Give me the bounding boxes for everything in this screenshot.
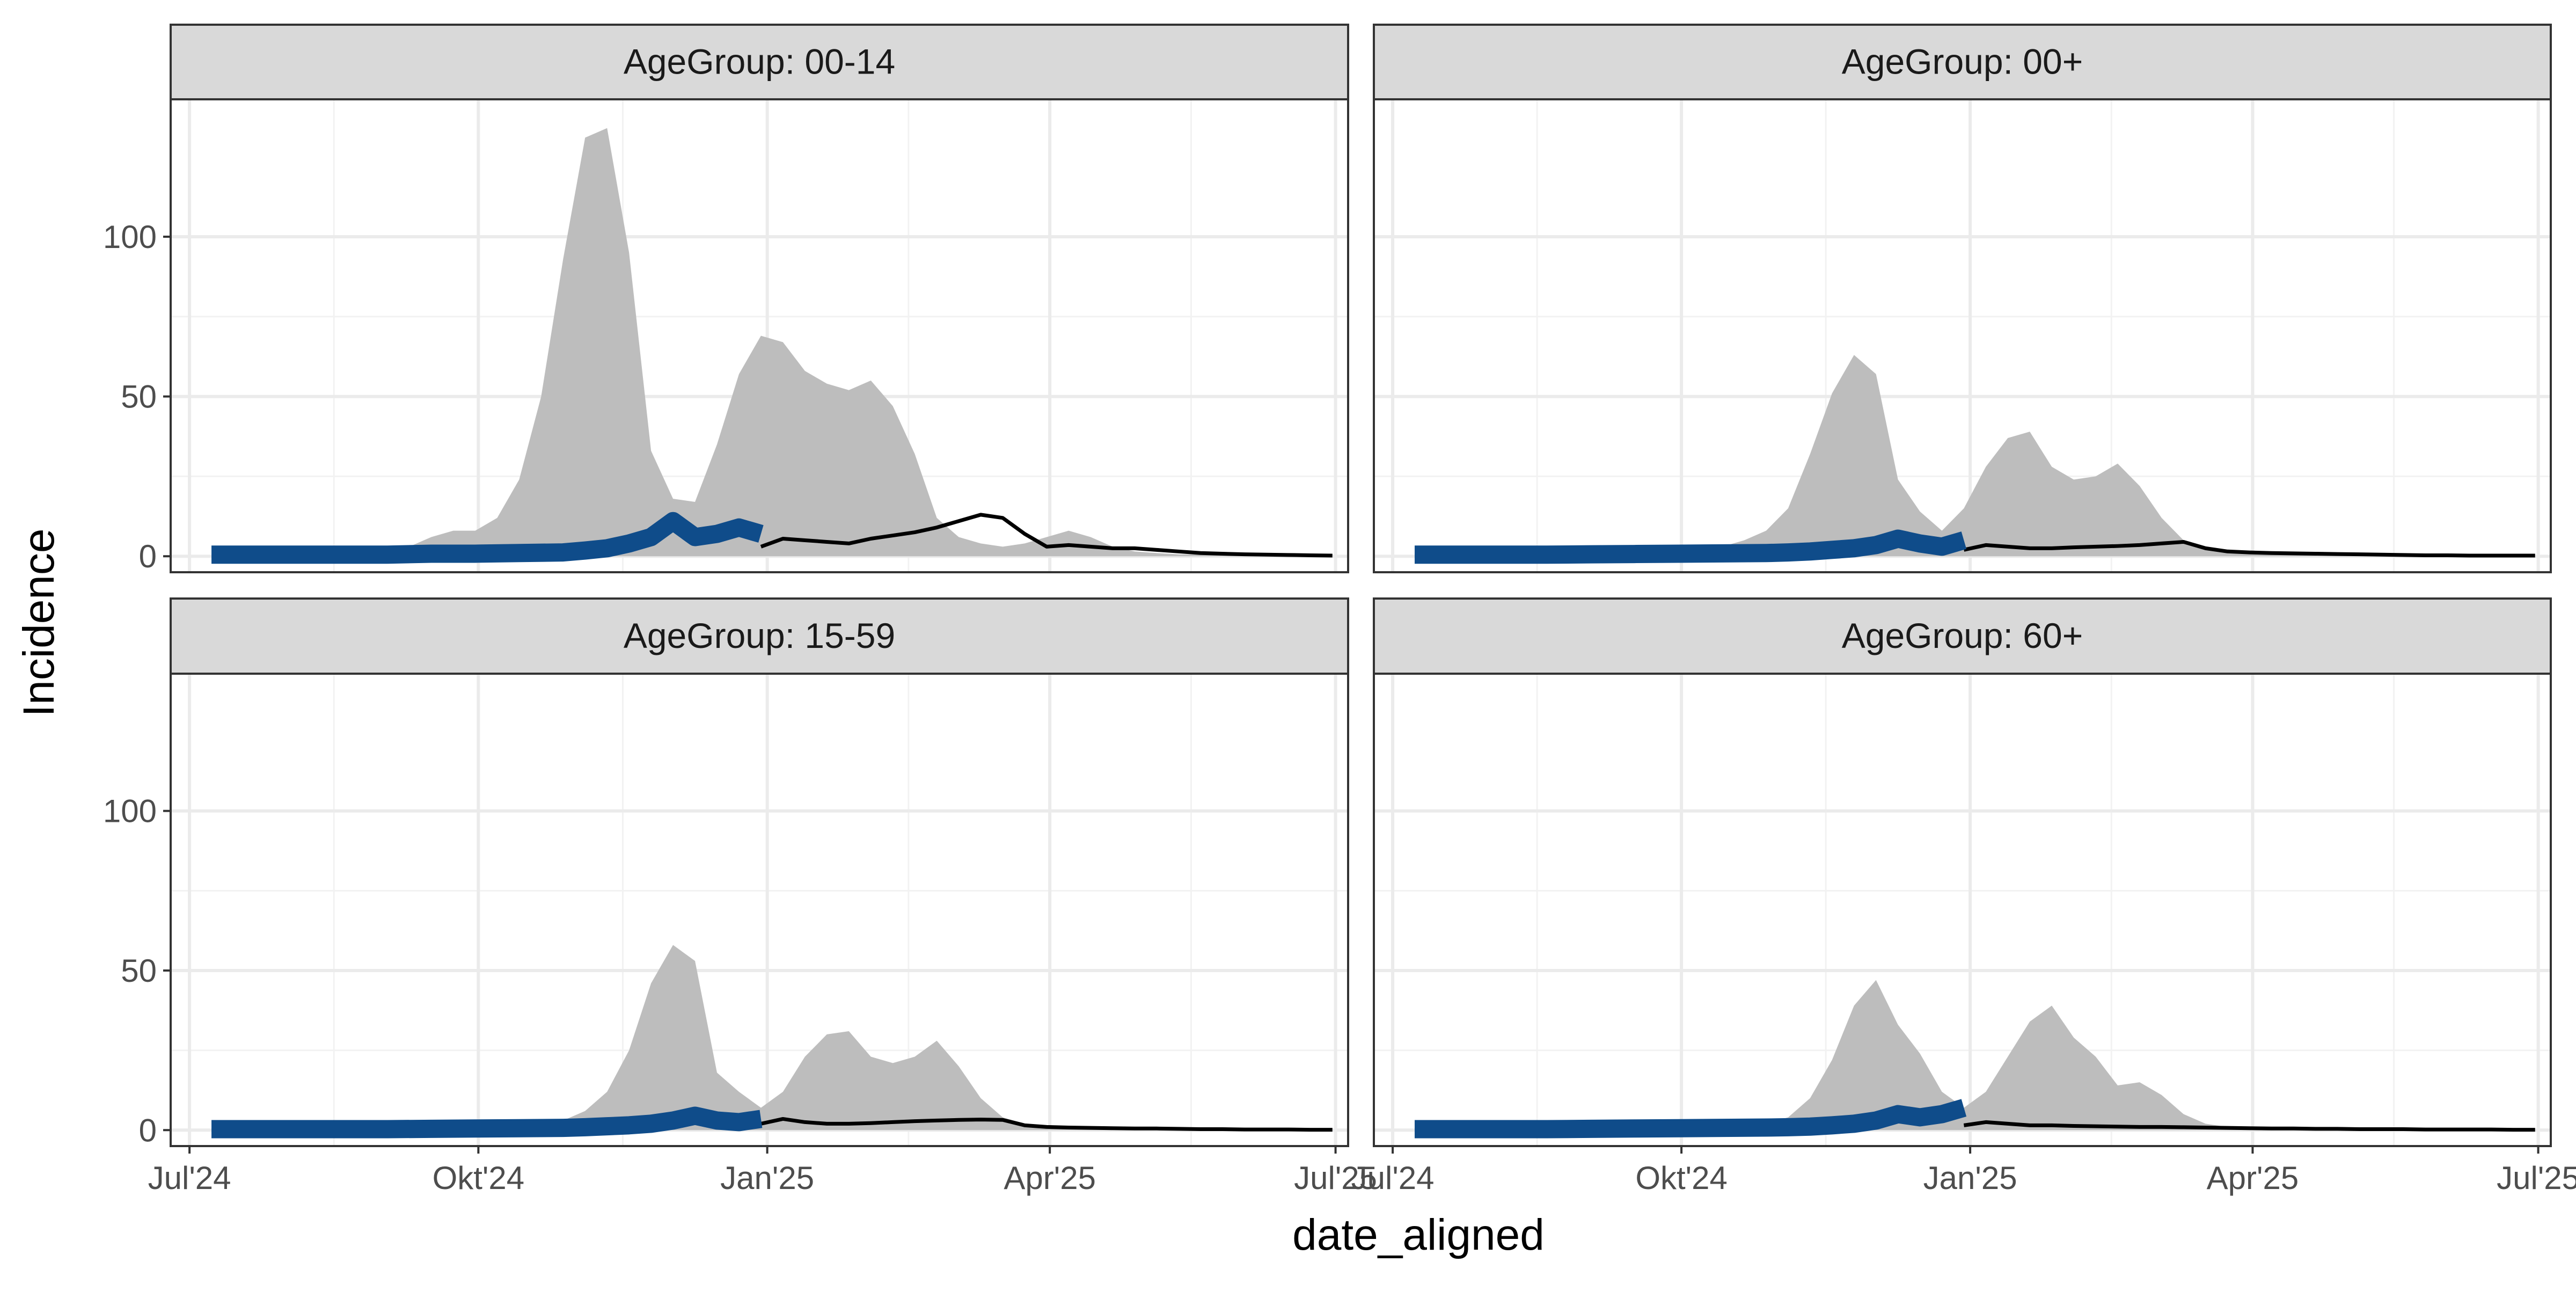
panel-strip xyxy=(170,597,1349,675)
panel-strip-label: AgeGroup: 00+ xyxy=(1842,42,2083,82)
x-tick-label: Jul'24 xyxy=(1351,1160,1435,1196)
x-tick-label: Jul'24 xyxy=(148,1160,231,1196)
median-line xyxy=(760,513,1333,558)
panel-border xyxy=(170,673,1349,1147)
observed-line xyxy=(1415,529,1967,564)
panel-strip-label: AgeGroup: 15-59 xyxy=(624,616,895,655)
x-tick-label: Apr'25 xyxy=(2207,1160,2299,1196)
y-tick-label: 50 xyxy=(121,379,157,415)
y-tick-label: 0 xyxy=(139,1112,157,1148)
x-tick-label: Jul'25 xyxy=(1294,1160,1377,1196)
median-line xyxy=(1963,539,2535,558)
panel-strip xyxy=(1373,24,2552,100)
y-axis-title: Incidence xyxy=(14,528,63,717)
prediction-band-area xyxy=(1722,980,2338,1130)
median-line xyxy=(760,1117,1333,1132)
y-tick-label: 0 xyxy=(139,538,157,574)
observed-line xyxy=(211,512,764,564)
panel-border xyxy=(170,98,1349,573)
panel: AgeGroup: 00-14 0 50 100 xyxy=(103,24,1349,574)
y-tick-label: 50 xyxy=(121,953,157,989)
x-axis-title: date_aligned xyxy=(1292,1210,1545,1259)
panel-strip-label: AgeGroup: 00-14 xyxy=(624,42,895,82)
x-tick-label: Okt'24 xyxy=(1635,1160,1728,1196)
observed-line xyxy=(211,1106,763,1139)
panel-border xyxy=(1373,98,2552,573)
prediction-band-area xyxy=(1634,355,2382,557)
x-tick-label: Jan'25 xyxy=(720,1160,814,1196)
panel-border xyxy=(1373,673,2552,1147)
panel-strip xyxy=(1373,597,2552,675)
x-tick-label: Jul'25 xyxy=(2497,1160,2576,1196)
panel: AgeGroup: 60+ Jul'24 Okt'24 Jan'25 Apr'25 Jul… xyxy=(1351,597,2576,1196)
panel: AgeGroup: 00+ xyxy=(1373,24,2552,573)
x-tick-label: Okt'24 xyxy=(433,1160,525,1196)
panel: AgeGroup: 15-59 0 50 100 Jul'24 Okt'24 Jan'25 A… xyxy=(103,597,1377,1196)
y-tick-label: 100 xyxy=(103,793,157,829)
x-tick-label: Apr'25 xyxy=(1004,1160,1096,1196)
median-line xyxy=(1963,1120,2535,1132)
x-tick-label: Jan'25 xyxy=(1923,1160,2017,1196)
prediction-band-area xyxy=(475,945,1113,1130)
y-tick-label: 100 xyxy=(103,219,157,255)
panel-strip-label: AgeGroup: 60+ xyxy=(1842,616,2083,655)
prediction-band-area xyxy=(277,128,1267,557)
observed-line xyxy=(1415,1099,1967,1139)
panel-strip xyxy=(170,24,1349,100)
